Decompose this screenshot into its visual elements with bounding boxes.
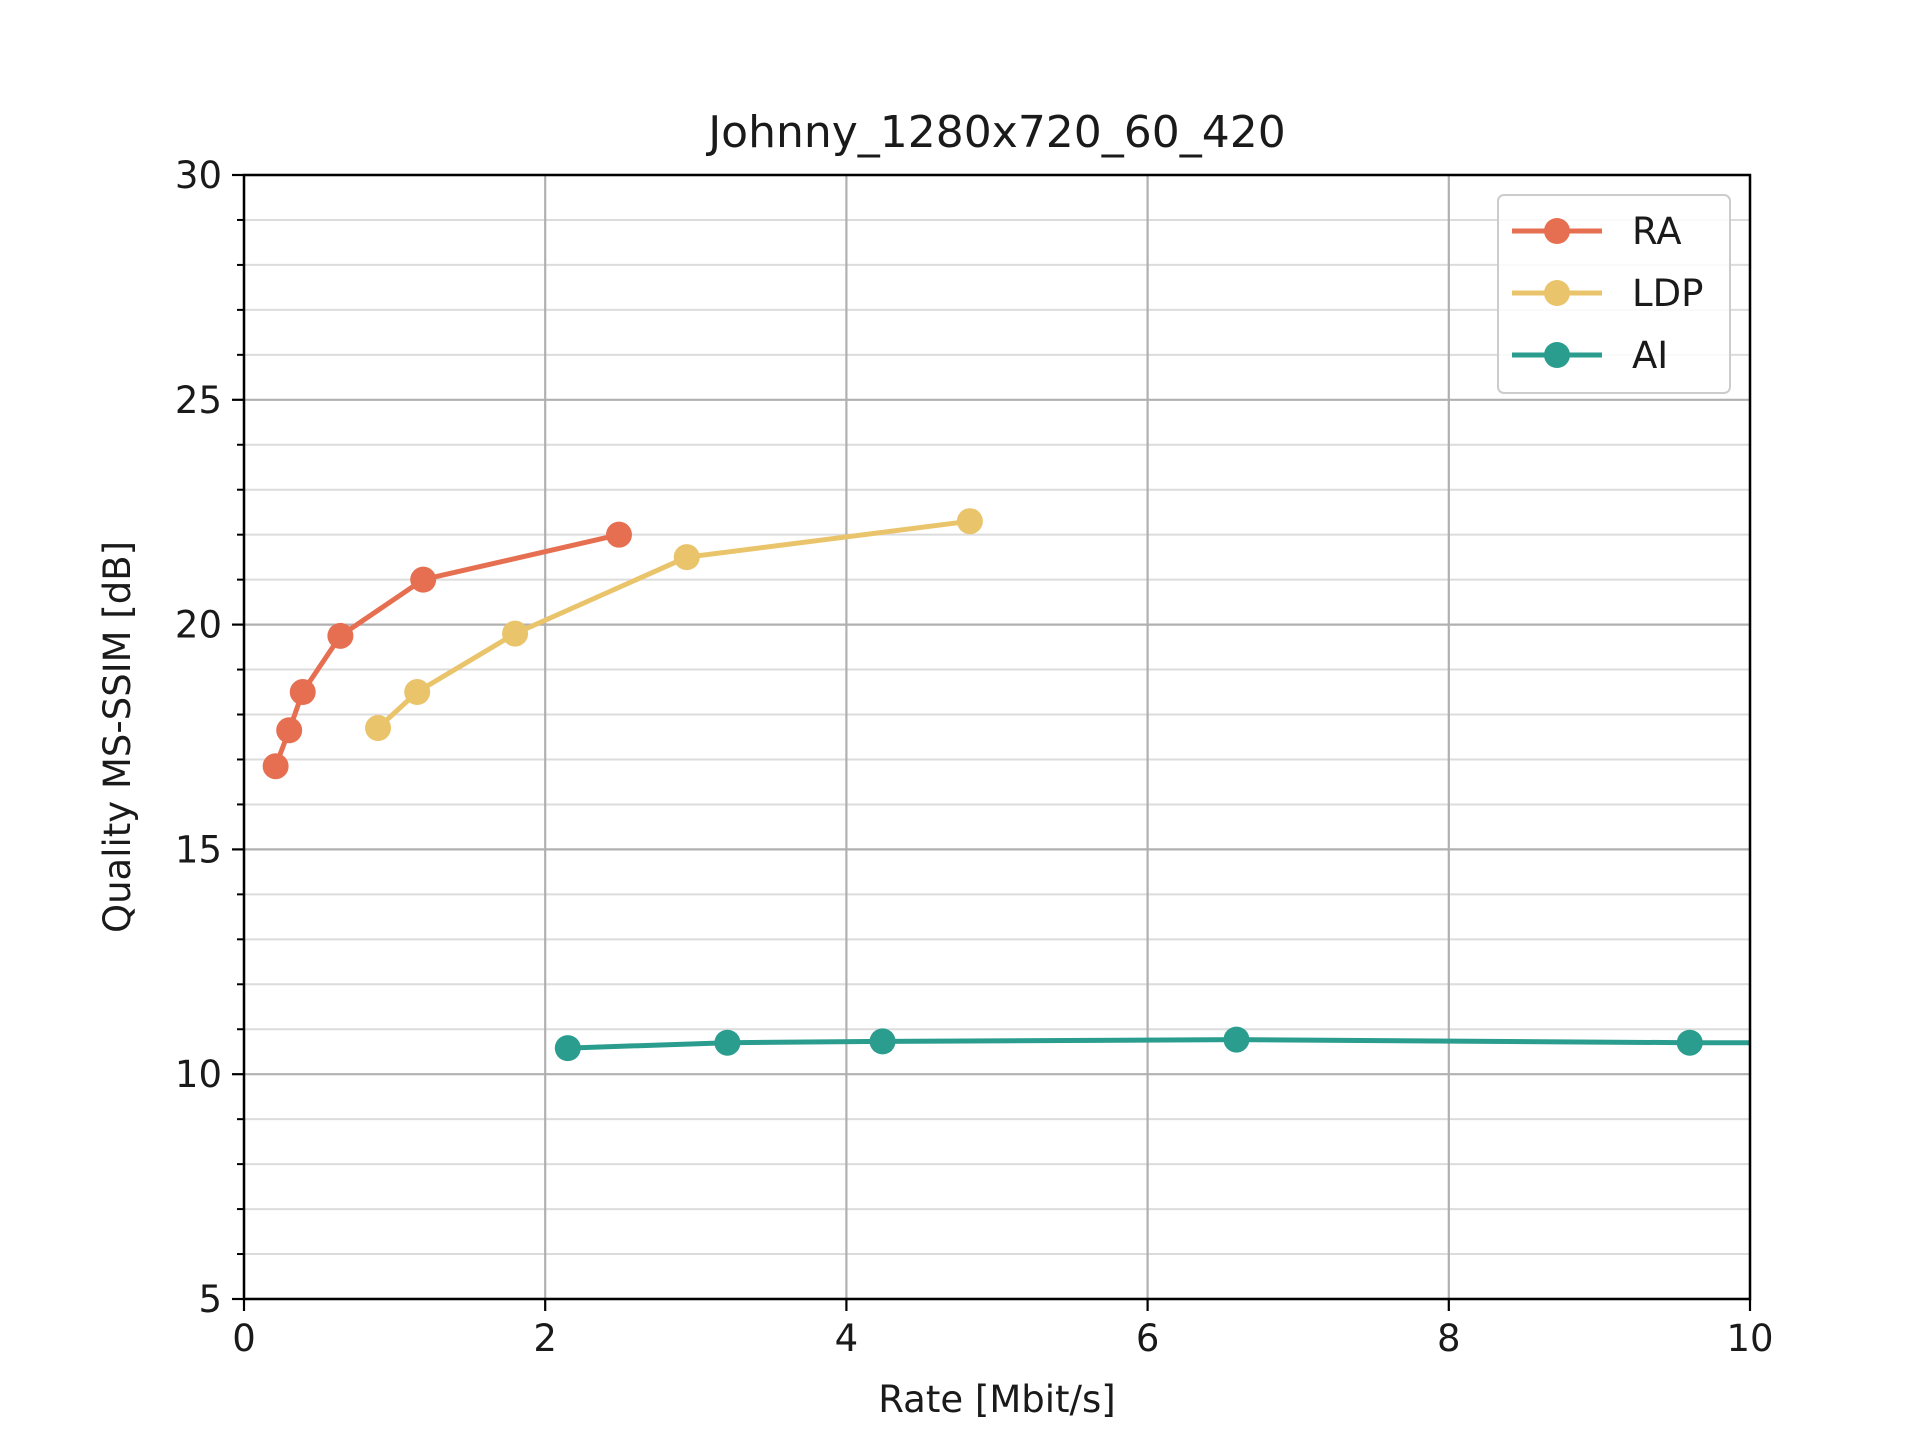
y-tick-label: 5 <box>198 1278 222 1321</box>
x-tick-label: 4 <box>835 1317 859 1360</box>
plot-area <box>262 508 1750 1062</box>
y-tick-label: 25 <box>175 379 222 422</box>
x-axis-label: Rate [Mbit/s] <box>878 1378 1115 1421</box>
series-line-ai <box>565 1037 1750 1051</box>
legend-marker-ai <box>1544 342 1570 368</box>
y-tick-label: 20 <box>175 604 222 647</box>
y-tick-label: 15 <box>175 828 222 871</box>
x-tick-label: 6 <box>1136 1317 1160 1360</box>
legend-marker-ra <box>1544 218 1570 244</box>
data-point-ldp <box>673 544 700 571</box>
data-point-ra <box>410 566 437 593</box>
data-point-ai <box>1223 1026 1250 1053</box>
data-point-ldp <box>502 620 529 647</box>
legend-label-ra: RA <box>1632 210 1682 253</box>
data-point-ai <box>554 1035 581 1062</box>
y-axis-label: Quality MS-SSIM [dB] <box>96 541 139 933</box>
data-point-ldp <box>404 679 431 706</box>
legend-label-ldp: LDP <box>1632 272 1703 315</box>
data-point-ldp <box>956 508 983 535</box>
x-tick-label: 10 <box>1726 1317 1773 1360</box>
y-tick-label: 30 <box>175 154 222 197</box>
data-point-ra <box>605 521 632 548</box>
x-tick-label: 0 <box>232 1317 256 1360</box>
data-point-ai <box>869 1028 896 1055</box>
legend: RA LDP AI <box>1497 194 1731 394</box>
data-point-ai <box>1676 1029 1703 1056</box>
legend-marker-ldp <box>1544 280 1570 306</box>
data-point-ldp <box>365 715 392 742</box>
plot-frame <box>242 173 1752 1301</box>
y-tick-label: 10 <box>175 1053 222 1096</box>
axis-ticks: 5 10 15 20 25 30 0 2 4 6 8 10 <box>175 154 1774 1360</box>
data-point-ra <box>327 622 354 649</box>
data-point-ra <box>289 679 316 706</box>
data-point-ai <box>714 1029 741 1056</box>
data-point-ra <box>262 753 289 780</box>
x-tick-label: 8 <box>1437 1317 1461 1360</box>
x-tick-label: 2 <box>533 1317 557 1360</box>
chart-title: Johnny_1280x720_60_420 <box>705 107 1286 158</box>
legend-label-ai: AI <box>1632 334 1668 377</box>
data-point-ra <box>276 717 303 744</box>
